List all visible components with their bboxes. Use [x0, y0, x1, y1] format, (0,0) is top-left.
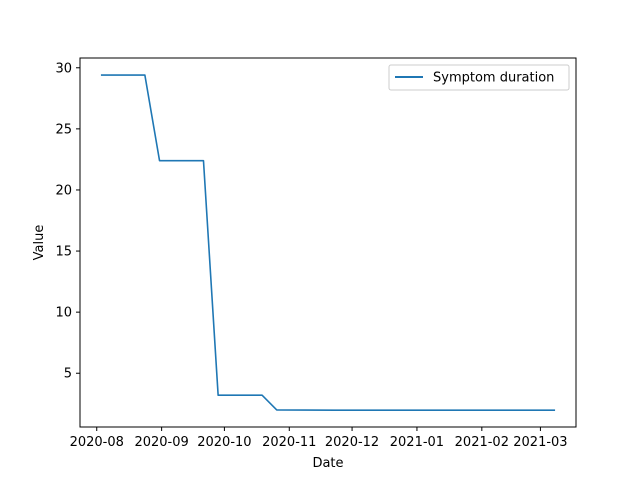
- x-axis: 2020-08 2020-09 2020-10 2020-11 2020-12 2021-…: [70, 427, 568, 450]
- x-tick-label: 2021-03: [513, 435, 567, 450]
- x-tick-label: 2021-02: [455, 435, 509, 450]
- y-tick-label: 20: [55, 183, 72, 198]
- plot-frame: [79, 57, 577, 428]
- y-tick-label: 15: [55, 245, 72, 260]
- x-axis-label: Date: [312, 456, 343, 471]
- y-axis: 5 10 15 20 25 30: [55, 61, 80, 382]
- x-tick-label: 2020-10: [197, 435, 251, 450]
- x-tick-label: 2020-12: [325, 435, 379, 450]
- y-tick-label: 30: [55, 61, 72, 76]
- series-line-0: [100, 74, 556, 411]
- legend: Symptom duration: [388, 64, 570, 91]
- y-axis-label: Value: [32, 225, 47, 261]
- x-tick-label: 2021-01: [390, 435, 444, 450]
- y-tick-label: 10: [55, 306, 72, 321]
- legend-label: Symptom duration: [433, 71, 554, 86]
- legend-box: [388, 64, 570, 91]
- y-tick-label: 25: [55, 122, 72, 137]
- x-tick-label: 2020-11: [262, 435, 316, 450]
- x-tick-label: 2020-08: [70, 435, 124, 450]
- y-tick-label: 5: [64, 367, 72, 382]
- x-tick-label: 2020-09: [134, 435, 188, 450]
- plot-layer: [100, 74, 556, 411]
